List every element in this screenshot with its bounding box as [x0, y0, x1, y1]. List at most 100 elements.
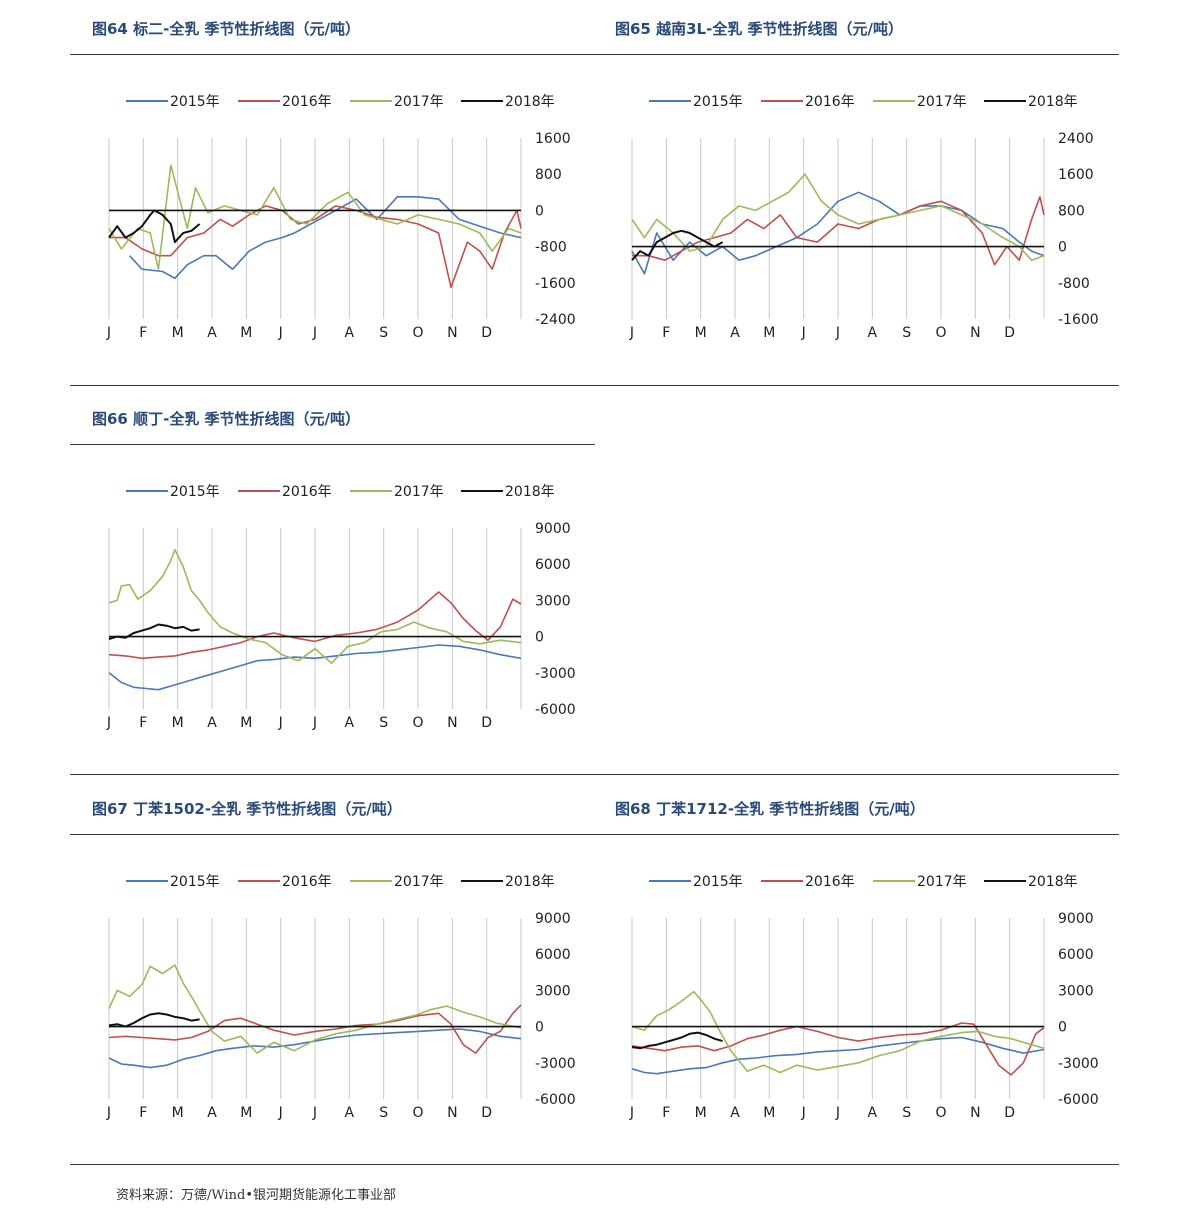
y-tick-label: 3000: [535, 593, 571, 609]
y-tick-label: -3000: [535, 666, 576, 682]
y-tick-label: -6000: [535, 702, 576, 718]
source-note: 资料来源：万德/Wind•银河期货能源化工事业部: [116, 1188, 397, 1203]
legend-label: 2017年: [394, 94, 444, 110]
series-line-2017: [631, 173, 1045, 261]
x-tick-label: S: [379, 715, 388, 731]
legend-label: 2018年: [505, 874, 555, 890]
x-tick-label: D: [481, 715, 492, 731]
x-tick-label: M: [240, 325, 252, 341]
y-tick-label: 1600: [535, 131, 571, 147]
chart-fig64: 2015年 2016年 2017年 2018年 J F M A M J J A S O N D 1600 800 0…: [106, 94, 576, 341]
legend-item: 2017年: [873, 874, 967, 890]
y-tick-label: -6000: [535, 1092, 576, 1108]
chart-panel-fig65: 2015年 2016年 2017年 2018年 J F M A M J J A S O N D 2400 1600…: [603, 85, 1103, 355]
legend-item: 2018年: [461, 484, 555, 500]
x-tick-label: J: [629, 325, 634, 341]
legend-item: 2015年: [126, 484, 220, 500]
x-tick-label: A: [345, 715, 355, 731]
chart-title-fig67: 图67 丁苯1502-全乳 季节性折线图（元/吨）: [92, 800, 402, 818]
chart-panel-fig67: 2015年 2016年 2017年 2018年 J F M A M J J A S O N D 9000 6000…: [80, 865, 580, 1135]
legend-item: 2015年: [126, 94, 220, 110]
y-tick-label: -1600: [1058, 312, 1099, 328]
y-tick-label: 2400: [1058, 131, 1094, 147]
x-tick-label: O: [412, 325, 423, 341]
legend-label: 2018年: [1028, 94, 1078, 110]
legend-item: 2018年: [984, 94, 1078, 110]
legend-item: 2016年: [238, 484, 332, 500]
y-tick-label: 9000: [535, 521, 571, 537]
legend-label: 2018年: [505, 484, 555, 500]
x-tick-label: O: [935, 1105, 946, 1121]
x-tick-label: N: [970, 325, 980, 341]
legend-item: 2017年: [350, 94, 444, 110]
x-tick-label: M: [240, 715, 252, 731]
series-line-2017: [108, 164, 522, 270]
y-tick-label: -1600: [535, 276, 576, 292]
y-tick-label: -2400: [535, 312, 576, 328]
legend-item: 2017年: [873, 94, 967, 110]
x-tick-label: O: [412, 715, 423, 731]
y-tick-label: 0: [535, 1020, 544, 1036]
chart-fig65: 2015年 2016年 2017年 2018年 J F M A M J J A S O N D 2400 1600…: [629, 94, 1099, 341]
series-line-2018: [631, 1031, 723, 1050]
y-tick-label: -800: [535, 240, 567, 256]
x-tick-label: N: [447, 1105, 457, 1121]
chart-panel-fig68: 2015年 2016年 2017年 2018年 J F M A M J J A S O N D 9000 6000…: [603, 865, 1103, 1135]
legend-label: 2016年: [805, 94, 855, 110]
x-tick-label: A: [207, 715, 217, 731]
x-tick-label: J: [312, 715, 317, 731]
legend-label: 2015年: [170, 874, 220, 890]
series-line-2017: [108, 548, 522, 664]
series-line-2018: [108, 1012, 200, 1028]
series-line-2018: [631, 229, 724, 261]
separator-line: [70, 444, 595, 445]
y-tick-label: 6000: [535, 557, 571, 573]
chart-panel-fig64: 2015年 2016年 2017年 2018年 J F M A M J J A S O N D 1600 800 0…: [80, 85, 580, 355]
series-line-2015: [631, 1036, 1045, 1075]
x-tick-label: O: [935, 325, 946, 341]
legend-item: 2015年: [649, 874, 743, 890]
chart-fig66: 2015年 2016年 2017年 2018年 J F M A M J J A S O N D 9000 6000…: [106, 484, 576, 731]
chart-fig68: 2015年 2016年 2017年 2018年 J F M A M J J A S O N D 9000 6000…: [629, 874, 1099, 1121]
legend-item: 2015年: [649, 94, 743, 110]
y-tick-label: -3000: [535, 1056, 576, 1072]
legend-label: 2018年: [505, 94, 555, 110]
x-tick-label: A: [730, 325, 740, 341]
x-tick-label: J: [106, 325, 111, 341]
y-tick-label: -3000: [1058, 1056, 1099, 1072]
x-tick-label: D: [1004, 325, 1015, 341]
legend-label: 2016年: [282, 484, 332, 500]
separator-line: [70, 54, 1119, 55]
y-tick-label: 1600: [1058, 167, 1094, 183]
chart-fig67: 2015年 2016年 2017年 2018年 J F M A M J J A S O N D 9000 6000…: [106, 874, 576, 1121]
x-tick-label: M: [172, 715, 184, 731]
y-tick-label: 3000: [535, 983, 571, 999]
x-tick-label: J: [629, 1105, 634, 1121]
x-tick-label: M: [172, 325, 184, 341]
x-tick-label: J: [835, 1105, 840, 1121]
x-tick-label: S: [902, 1105, 911, 1121]
legend-item: 2018年: [461, 874, 555, 890]
x-tick-label: A: [207, 325, 217, 341]
x-tick-label: O: [412, 1105, 423, 1121]
x-tick-label: M: [763, 325, 775, 341]
legend-label: 2015年: [693, 94, 743, 110]
legend-label: 2017年: [394, 874, 444, 890]
x-tick-label: S: [902, 325, 911, 341]
legend-label: 2015年: [170, 484, 220, 500]
y-tick-label: 6000: [1058, 947, 1094, 963]
legend-label: 2016年: [282, 94, 332, 110]
y-tick-label: -6000: [1058, 1092, 1099, 1108]
series-line-2016: [109, 205, 522, 289]
series-line-2016: [108, 591, 522, 660]
legend-label: 2017年: [394, 484, 444, 500]
series-line-2016: [108, 1004, 522, 1054]
x-tick-label: S: [379, 325, 388, 341]
chart-title-fig66: 图66 顺丁-全乳 季节性折线图（元/吨）: [92, 410, 361, 428]
y-tick-label: -800: [1058, 276, 1090, 292]
y-tick-label: 9000: [1058, 911, 1094, 927]
x-tick-label: J: [278, 715, 283, 731]
series-line-2018: [108, 623, 200, 640]
x-tick-label: N: [447, 715, 457, 731]
separator-line: [70, 774, 1119, 775]
